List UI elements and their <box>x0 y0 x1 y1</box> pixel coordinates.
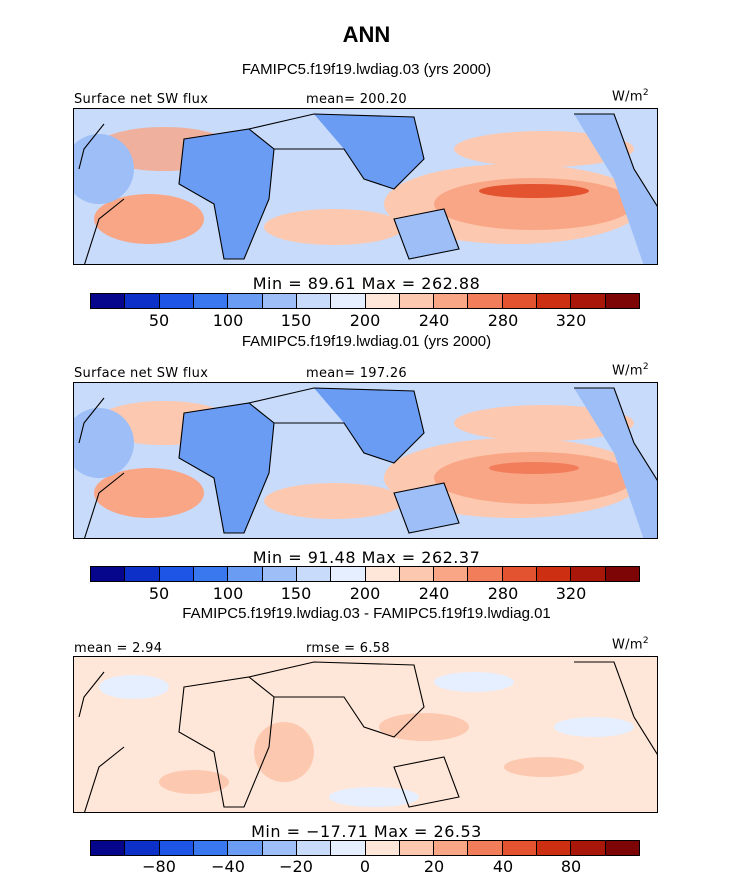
colorbar-swatch <box>159 567 194 581</box>
panel2-colorbar-ticks: 50 100 150 200 240 280 320 <box>0 584 733 604</box>
colorbar-tick-label: 50 <box>148 311 170 330</box>
colorbar-swatch <box>605 567 639 581</box>
colorbar-swatch <box>331 294 366 308</box>
colorbar-tick-label: 100 <box>212 584 244 603</box>
colorbar-swatch <box>434 567 469 581</box>
colorbar-tick-label: −40 <box>211 857 245 876</box>
colorbar-swatch <box>399 567 435 581</box>
colorbar-tick-label: 320 <box>555 584 587 603</box>
colorbar-tick-label: 40 <box>492 857 514 876</box>
colorbar-swatch <box>262 841 297 855</box>
panel1-colorbar-ticks: 50 100 150 200 240 280 320 <box>0 311 733 331</box>
panel3-map <box>73 656 658 813</box>
panel2-mean-label: mean= 197.26 <box>306 366 407 381</box>
colorbar-swatch <box>331 841 366 855</box>
panel1-variable-label: Surface net SW flux <box>74 92 209 107</box>
colorbar-tick-label: 320 <box>555 311 587 330</box>
colorbar-swatch <box>502 294 538 308</box>
colorbar-swatch <box>91 841 126 855</box>
colorbar-swatch <box>571 294 606 308</box>
colorbar-swatch <box>571 841 606 855</box>
panel1-map <box>73 108 658 265</box>
panel2-map <box>73 382 658 539</box>
colorbar-swatch <box>434 294 469 308</box>
panel2-case-title: FAMIPC5.f19f19.lwdiag.01 (yrs 2000) <box>241 333 492 350</box>
colorbar-swatch <box>365 294 400 308</box>
panel1-case-title: FAMIPC5.f19f19.lwdiag.03 (yrs 2000) <box>241 61 492 78</box>
colorbar-swatch <box>605 294 639 308</box>
colorbar-swatch <box>125 841 160 855</box>
colorbar-tick-label: 200 <box>349 584 381 603</box>
colorbar-swatch <box>365 841 400 855</box>
colorbar-swatch <box>502 841 538 855</box>
colorbar-swatch <box>193 841 229 855</box>
panel3-minmax: Min = −17.71 Max = 26.53 <box>251 822 482 841</box>
panel3-colorbar-ticks: −80 −40 −20 0 20 40 80 <box>0 857 733 877</box>
colorbar-swatch <box>537 567 572 581</box>
colorbar-swatch <box>537 841 572 855</box>
colorbar-swatch <box>605 841 639 855</box>
colorbar-swatch <box>296 567 332 581</box>
colorbar-tick-label: −80 <box>142 857 176 876</box>
panel2-minmax: Min = 91.48 Max = 262.37 <box>252 548 481 567</box>
colorbar-tick-label: 280 <box>487 584 519 603</box>
colorbar-tick-label: 0 <box>359 857 371 876</box>
colorbar-swatch <box>262 567 297 581</box>
colorbar-tick-label: 150 <box>280 584 312 603</box>
colorbar-swatch <box>468 294 503 308</box>
colorbar-tick-label: 280 <box>487 311 519 330</box>
panel1-mean-label: mean= 200.20 <box>306 92 407 107</box>
colorbar-swatch <box>159 294 194 308</box>
panel1-minmax: Min = 89.61 Max = 262.88 <box>252 274 481 293</box>
colorbar-swatch <box>125 567 160 581</box>
panel3-case-title: FAMIPC5.f19f19.lwdiag.03 - FAMIPC5.f19f1… <box>182 605 551 622</box>
panel3-rmse-label: rmse = 6.58 <box>306 641 390 656</box>
panel2-colorbar <box>90 566 640 582</box>
colorbar-tick-label: 100 <box>212 311 244 330</box>
colorbar-swatch <box>125 294 160 308</box>
colorbar-tick-label: 240 <box>418 584 450 603</box>
colorbar-swatch <box>296 841 332 855</box>
colorbar-swatch <box>399 294 435 308</box>
colorbar-tick-label: −20 <box>279 857 313 876</box>
colorbar-swatch <box>91 567 126 581</box>
colorbar-swatch <box>468 841 503 855</box>
colorbar-tick-label: 80 <box>560 857 582 876</box>
colorbar-tick-label: 240 <box>418 311 450 330</box>
panel1-colorbar <box>90 293 640 309</box>
colorbar-tick-label: 50 <box>148 584 170 603</box>
colorbar-swatch <box>571 567 606 581</box>
colorbar-swatch <box>193 567 229 581</box>
colorbar-swatch <box>399 841 435 855</box>
panel2-unit-label: W/m2 <box>612 362 649 379</box>
colorbar-swatch <box>228 567 263 581</box>
colorbar-tick-label: 150 <box>280 311 312 330</box>
colorbar-swatch <box>502 567 538 581</box>
colorbar-swatch <box>159 841 194 855</box>
colorbar-swatch <box>434 841 469 855</box>
colorbar-swatch <box>228 294 263 308</box>
colorbar-tick-label: 20 <box>423 857 445 876</box>
panel3-mean-label: mean = 2.94 <box>74 641 163 656</box>
colorbar-swatch <box>228 841 263 855</box>
colorbar-swatch <box>91 294 126 308</box>
colorbar-swatch <box>193 294 229 308</box>
colorbar-swatch <box>331 567 366 581</box>
colorbar-swatch <box>468 567 503 581</box>
panel1-unit-label: W/m2 <box>612 88 649 105</box>
colorbar-swatch <box>262 294 297 308</box>
panel3-colorbar <box>90 840 640 856</box>
colorbar-swatch <box>537 294 572 308</box>
colorbar-swatch <box>365 567 400 581</box>
panel3-unit-label: W/m2 <box>612 636 649 653</box>
colorbar-tick-label: 200 <box>349 311 381 330</box>
panel2-variable-label: Surface net SW flux <box>74 366 209 381</box>
colorbar-swatch <box>296 294 332 308</box>
figure-title: ANN <box>342 22 391 47</box>
